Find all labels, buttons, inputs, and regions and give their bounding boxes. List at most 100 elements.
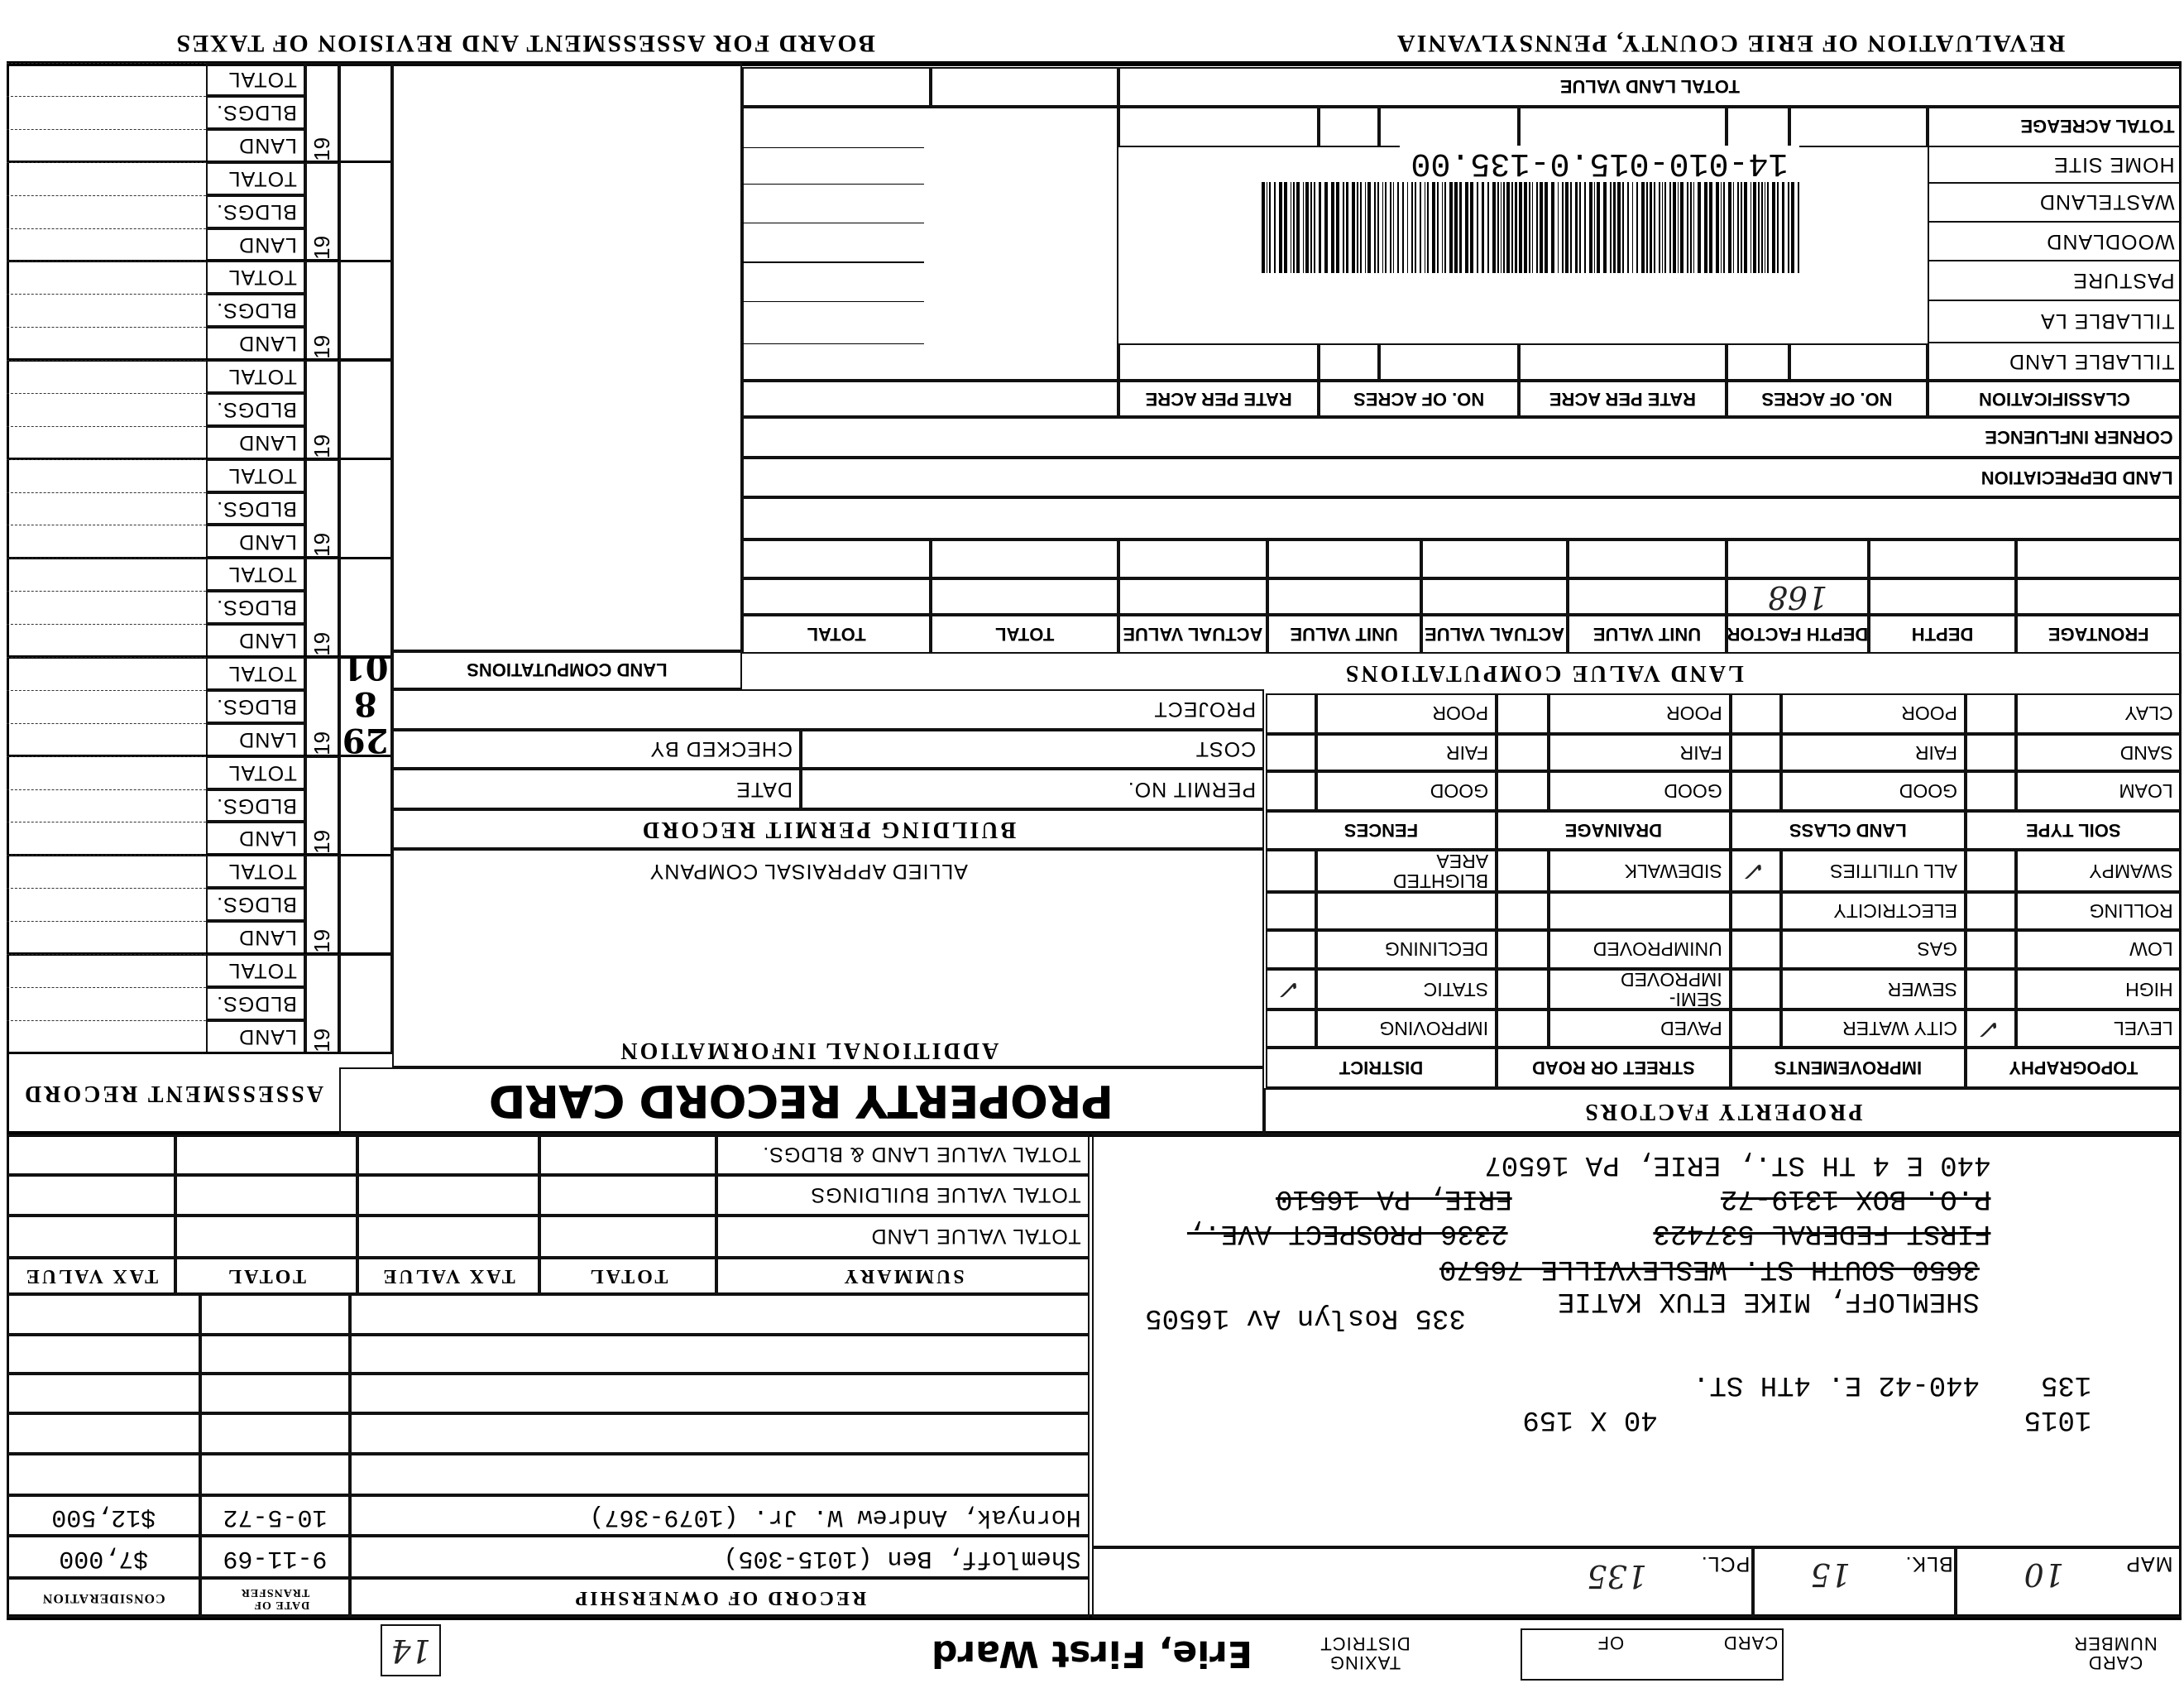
factor-checkbox[interactable] xyxy=(1966,693,2016,734)
land-computation-cell xyxy=(2015,578,2182,615)
summary-value-cell xyxy=(539,1215,717,1258)
barcode-bar xyxy=(1389,182,1391,273)
summary-value-cell xyxy=(7,1215,175,1258)
factor-checkbox[interactable] xyxy=(1497,929,1549,970)
factor-checkbox[interactable] xyxy=(1497,892,1549,930)
assessment-value-cell xyxy=(7,194,206,228)
factor-checkbox[interactable] xyxy=(1966,892,2016,930)
factor-option: SWAMPY xyxy=(2015,850,2182,892)
barcode-bar xyxy=(1313,182,1315,273)
parcel-id: 14-010-015.0-135.00 xyxy=(1400,144,1799,181)
factor-checkbox[interactable] xyxy=(1265,850,1316,892)
barcode-bar xyxy=(1788,182,1790,273)
summary-value-cell xyxy=(175,1215,357,1258)
factor-checkbox[interactable] xyxy=(1966,850,2016,892)
factor-checkbox[interactable]: ✓ xyxy=(1265,969,1316,1010)
summary-value-cell xyxy=(357,1215,539,1258)
blk-value: 15 xyxy=(1810,1556,1851,1594)
factor-checkbox[interactable] xyxy=(1265,693,1316,734)
factor-checkbox[interactable] xyxy=(1966,733,2016,772)
assessment-record-title: ASSESSMENT RECORD xyxy=(22,1081,323,1107)
total-land-value-header: TOTAL LAND VALUE xyxy=(1118,67,2182,107)
barcode-bar xyxy=(1750,182,1752,273)
factor-checkbox[interactable] xyxy=(1966,969,2016,1010)
factor-checkbox[interactable] xyxy=(1730,929,1781,970)
summary-value-cell xyxy=(357,1174,539,1216)
factor-checkbox[interactable] xyxy=(1730,1009,1781,1048)
acreage-cell xyxy=(1378,106,1520,147)
owner-mailing-address: 335 Roslyn Av 16505 xyxy=(1145,1301,1466,1333)
factor-checkbox[interactable] xyxy=(1966,929,2016,970)
factor-checkbox[interactable] xyxy=(1730,733,1781,772)
barcode-bar xyxy=(1584,182,1586,273)
land-computation-cell xyxy=(931,578,1119,615)
factor-checkbox[interactable]: ✓ xyxy=(1966,1009,2016,1048)
factor-checkbox[interactable] xyxy=(1497,733,1549,772)
factor-checkbox[interactable] xyxy=(1265,771,1316,811)
year-prefix: 19 xyxy=(309,1028,334,1053)
factor-checkbox[interactable] xyxy=(1497,693,1549,734)
barcode-bar xyxy=(1622,182,1624,273)
building-permit-header: BUILDING PERMIT RECORD xyxy=(391,809,1265,849)
factor-option: FAIR xyxy=(1548,733,1731,772)
assessment-year-cell: 19 xyxy=(304,261,339,361)
ownership-date-cell xyxy=(200,1374,351,1413)
year-prefix: 19 xyxy=(309,533,334,558)
barcode-bar xyxy=(1465,182,1469,273)
factor-checkbox[interactable] xyxy=(1730,771,1781,811)
old-po-city: ERIE, PA 16510 xyxy=(1276,1182,1512,1214)
barcode-bar xyxy=(1331,182,1335,273)
factor-checkbox[interactable] xyxy=(1730,969,1781,1010)
barcode-bar xyxy=(1565,182,1569,273)
classification-cell xyxy=(741,381,1119,418)
barcode-bar xyxy=(1536,182,1539,273)
factor-checkbox[interactable] xyxy=(1730,892,1781,930)
summary-value-cell xyxy=(539,1134,717,1175)
factor-option: LEVEL xyxy=(2015,1009,2182,1048)
assessment-value-cell xyxy=(7,855,206,889)
factor-checkbox[interactable] xyxy=(1497,850,1549,892)
assessment-year-cell: 19 xyxy=(304,953,339,1053)
prior-address: 3650 SOUTH ST. WESLEYVILLE 76570 xyxy=(1439,1253,1980,1285)
factor-checkbox[interactable] xyxy=(1497,771,1549,811)
barcode-bar xyxy=(1689,182,1692,273)
factor-checkbox[interactable] xyxy=(1265,1009,1316,1048)
pcl-value: 135 xyxy=(1587,1557,1647,1594)
barcode-bar xyxy=(1441,182,1444,273)
ownership-consideration-cell xyxy=(7,1374,200,1413)
barcode-bar xyxy=(1497,182,1499,273)
assessment-value-cell xyxy=(7,921,206,954)
barcode-bar xyxy=(1500,182,1502,273)
barcode-bar xyxy=(1540,182,1543,273)
barcode-bar xyxy=(1569,182,1572,273)
ownership-header: CONSIDERATION xyxy=(7,1578,200,1618)
barcode-bar xyxy=(1318,182,1322,273)
owner-name: SHEMLOFF, MIKE ETUX KATIE xyxy=(1557,1285,1980,1317)
factor-checkbox[interactable]: ✓ xyxy=(1730,850,1781,892)
pcl-label: PCL. xyxy=(1700,1551,1751,1575)
summary-value-cell xyxy=(175,1134,357,1175)
factor-checkbox[interactable] xyxy=(1966,771,2016,811)
assessment-value-cell xyxy=(7,888,206,922)
assessment-year-cell: 19 xyxy=(304,755,339,856)
summary-header: TAX VALUE xyxy=(357,1257,539,1294)
land-blank-row xyxy=(741,496,2182,539)
factor-header: TOPOGRAPHY xyxy=(1966,1047,2182,1088)
assessment-row-label: BLDGS. xyxy=(205,789,305,822)
assessment-row-label: LAND xyxy=(205,128,305,162)
factor-checkbox[interactable] xyxy=(1265,892,1316,930)
factor-checkbox[interactable] xyxy=(1265,929,1316,970)
factor-checkbox[interactable] xyxy=(1265,733,1316,772)
barcode-bar xyxy=(1374,182,1376,273)
factor-option: LOW xyxy=(2015,929,2182,970)
barcode-bar xyxy=(1293,182,1295,273)
lot-size: 40 X 159 xyxy=(1522,1403,1658,1436)
factor-checkbox[interactable] xyxy=(1730,693,1781,734)
factor-checkbox[interactable] xyxy=(1497,969,1549,1010)
factor-checkbox[interactable] xyxy=(1497,1009,1549,1048)
barcode-bar xyxy=(1758,182,1760,273)
factor-option: SEMI- IMPROVED xyxy=(1548,969,1731,1010)
assessment-value-cell xyxy=(7,1019,206,1053)
assessment-row-label: LAND xyxy=(205,624,305,658)
barcode-bar xyxy=(1562,182,1564,273)
